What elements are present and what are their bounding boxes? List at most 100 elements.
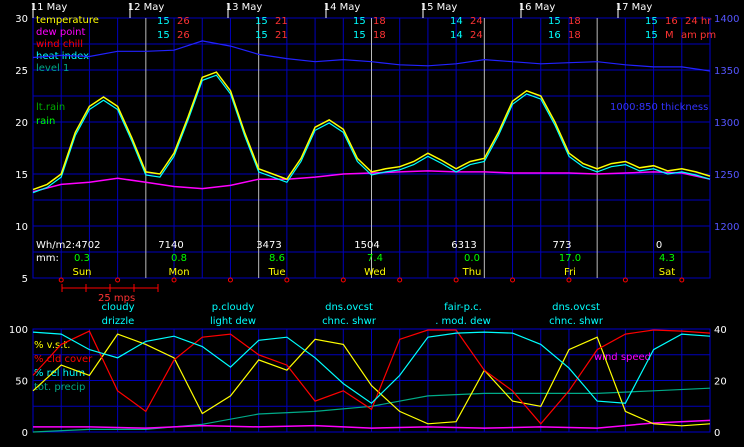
left-tick-label: 20 xyxy=(15,118,28,129)
mm-value: 17.0 xyxy=(559,253,581,264)
wh-label: Wh/m2:4702 xyxy=(36,240,101,251)
wh-value: 6313 xyxy=(451,240,476,251)
legend-entry: wind chill xyxy=(36,39,83,50)
rel-hum-line xyxy=(32,331,711,404)
mm-value: 0.3 xyxy=(74,253,90,264)
wind-speed-line xyxy=(33,419,711,429)
left-tick-label: 25 xyxy=(15,66,28,77)
weekday-label: Fri xyxy=(564,267,576,278)
daily-temp-low: 15 xyxy=(548,16,561,27)
bottom-legend-entry: % cld cover xyxy=(34,354,93,365)
right-tick-label: 1300 xyxy=(714,118,739,129)
weekday-label: Thu xyxy=(462,267,482,278)
weather-label-bottom: chnc. shwr xyxy=(549,316,604,327)
daily-temp-low: 15 xyxy=(255,30,268,41)
weather-label-top: fair-p.c. xyxy=(444,302,482,313)
bottom-left-tick: 50 xyxy=(15,377,28,388)
daily-temp-high: 21 xyxy=(275,30,288,41)
weather-label-bottom: chnc. shwr xyxy=(322,316,377,327)
daily-temp-low: 15 xyxy=(645,16,658,27)
wind-marker xyxy=(58,277,64,283)
left-tick-label: 15 xyxy=(15,170,28,181)
left-tick-label: 30 xyxy=(15,14,28,25)
day-label: 13 May xyxy=(226,2,263,13)
wh-value: 7140 xyxy=(158,240,183,251)
mm-value: 4.3 xyxy=(659,253,675,264)
wh-value: 0 xyxy=(656,240,662,251)
wh-value: 1504 xyxy=(354,240,379,251)
wind-scale-label: 25 mps xyxy=(98,293,135,304)
daily-temp-high: 18 xyxy=(568,30,581,41)
weather-label-bottom: drizzle xyxy=(102,316,135,327)
bottom-legend-entry: tot. precip xyxy=(34,382,85,393)
day-label: 17 May xyxy=(616,2,653,13)
day-label: 16 May xyxy=(519,2,556,13)
wind-marker xyxy=(510,277,516,283)
day-label: 14 May xyxy=(324,2,361,13)
day-label: 15 May xyxy=(421,2,458,13)
weather-label-top: cloudy xyxy=(102,302,135,313)
weather-label-bottom: light dew xyxy=(210,316,256,327)
weekday-label: Sun xyxy=(72,267,91,278)
daily-temp-low: 15 xyxy=(157,16,170,27)
wind-marker xyxy=(397,277,403,283)
daily-temp-high: 26 xyxy=(177,30,190,41)
vst-line xyxy=(32,333,711,427)
daily-temp-low: 16 xyxy=(548,30,561,41)
bottom-left-tick: 0 xyxy=(22,428,28,439)
daily-temp-low: 15 xyxy=(353,16,366,27)
weather-label-top: dns.ovcst xyxy=(325,302,373,313)
wind-marker xyxy=(679,277,685,283)
mm-value: 0.0 xyxy=(464,253,480,264)
wind-marker xyxy=(453,277,459,283)
weekday-label: Wed xyxy=(364,267,386,278)
rain-label: lt.rain xyxy=(36,102,65,113)
daily-temp-low: 15 xyxy=(157,30,170,41)
legend-entry: heat index xyxy=(36,51,89,62)
wind-marker xyxy=(171,277,177,283)
wh-value: 773 xyxy=(552,240,571,251)
weekday-label: Tue xyxy=(267,267,285,278)
legend-entry: level 1 xyxy=(36,63,69,74)
weekday-label: Sat xyxy=(659,267,675,278)
daily-temp-high: 21 xyxy=(275,16,288,27)
weather-label-top: dns.ovcst xyxy=(552,302,600,313)
day-label: 11 May xyxy=(31,2,68,13)
bottom-legend-entry: % rel hum xyxy=(34,368,85,379)
bottom-right-tick: 0 xyxy=(714,428,720,439)
legend-entry: dew point xyxy=(36,27,85,38)
legend-entry: temperature xyxy=(36,15,99,26)
mm-label: mm: xyxy=(36,253,59,264)
weather-label-top: p.cloudy xyxy=(212,302,255,313)
weekday-label: Mon xyxy=(168,267,189,278)
wind-marker xyxy=(227,277,233,283)
heat-index-line xyxy=(32,74,711,194)
daily-temp-high: M xyxy=(665,30,674,41)
daily-temp-high: 18 xyxy=(568,16,581,27)
wind-marker xyxy=(115,277,121,283)
daily-temp-low: 15 xyxy=(255,16,268,27)
left-tick-label: 10 xyxy=(15,222,28,233)
wind-marker xyxy=(566,277,572,283)
wind-marker xyxy=(622,277,628,283)
daily-temp-note: 24 hr xyxy=(685,16,712,27)
daily-temp-high: 24 xyxy=(470,30,483,41)
thickness-label: 1000:850 thickness xyxy=(610,102,708,113)
wh-value: 3473 xyxy=(256,240,281,251)
mm-value: 0.8 xyxy=(171,253,187,264)
right-tick-label: 1400 xyxy=(714,14,739,25)
mm-value: 7.4 xyxy=(367,253,383,264)
dew-point-line xyxy=(32,170,711,193)
right-tick-label: 1200 xyxy=(714,222,739,233)
daily-temp-low: 14 xyxy=(450,30,463,41)
temperature-line xyxy=(32,71,711,191)
left-tick-label: 5 xyxy=(22,274,28,285)
daily-temp-note: am pm xyxy=(681,30,716,41)
precip-line xyxy=(32,387,711,433)
right-tick-label: 1250 xyxy=(714,170,739,181)
wind-marker xyxy=(284,277,290,283)
bottom-legend-entry: % v.s.t. xyxy=(34,340,71,351)
daily-temp-high: 18 xyxy=(373,30,386,41)
